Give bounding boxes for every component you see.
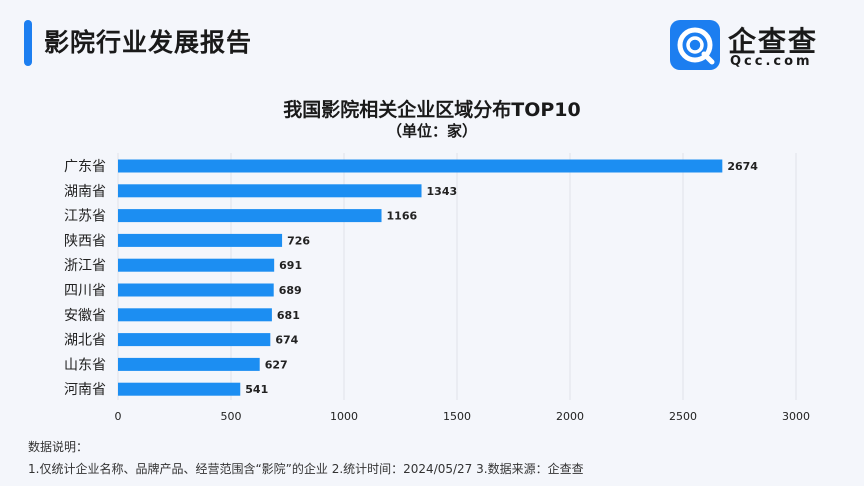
- bar: [118, 382, 241, 396]
- value-label: 689: [279, 284, 302, 297]
- value-label: 681: [277, 309, 300, 322]
- bar: [118, 233, 283, 247]
- category-label: 湖南省: [64, 184, 106, 200]
- x-tick-label: 1500: [443, 410, 471, 423]
- value-label: 691: [279, 259, 302, 272]
- value-label: 541: [245, 383, 268, 396]
- category-label: 浙江省: [64, 258, 106, 274]
- chart-title: 我国影院相关企业区域分布TOP10: [283, 99, 581, 121]
- category-label: 陕西省: [64, 233, 106, 249]
- logo-name: 企查查: [728, 25, 819, 58]
- category-label: 江苏省: [64, 209, 106, 225]
- bar: [118, 159, 723, 173]
- bar: [118, 357, 260, 371]
- bar: [118, 283, 274, 297]
- qcc-logo: 企查查 Qcc.com: [670, 20, 840, 70]
- category-label: 河南省: [64, 382, 106, 398]
- category-label: 广东省: [64, 159, 106, 175]
- value-label: 1166: [387, 210, 418, 223]
- category-label: 湖北省: [64, 333, 106, 349]
- value-label: 1343: [427, 185, 458, 198]
- value-label: 627: [265, 358, 288, 371]
- bar: [118, 209, 382, 223]
- x-tick-label: 3000: [782, 410, 810, 423]
- category-label: 四川省: [64, 283, 106, 299]
- report-title: 影院行业发展报告: [44, 28, 253, 57]
- bar: [118, 333, 271, 347]
- qcc-logo-icon: [670, 20, 720, 70]
- bar: [118, 184, 422, 198]
- value-label: 726: [287, 234, 310, 247]
- value-label: 674: [275, 334, 298, 347]
- logo-domain: Qcc.com: [730, 54, 813, 69]
- notes-body: 1.仅统计企业名称、品牌产品、经营范围含“影院”的企业 2.统计时间：2024/…: [28, 462, 584, 476]
- x-tick-label: 0: [115, 410, 122, 423]
- x-tick-label: 2000: [556, 410, 584, 423]
- title-accent-bar: [24, 20, 32, 66]
- chart-subtitle: （单位：家）: [386, 122, 477, 140]
- x-tick-label: 2500: [669, 410, 697, 423]
- category-label: 安徽省: [64, 308, 106, 324]
- x-tick-label: 500: [221, 410, 242, 423]
- bar: [118, 258, 275, 272]
- category-label: 山东省: [64, 357, 106, 373]
- bar: [118, 308, 272, 322]
- notes-heading: 数据说明：: [28, 440, 89, 454]
- x-tick-label: 1000: [330, 410, 358, 423]
- value-label: 2674: [727, 160, 758, 173]
